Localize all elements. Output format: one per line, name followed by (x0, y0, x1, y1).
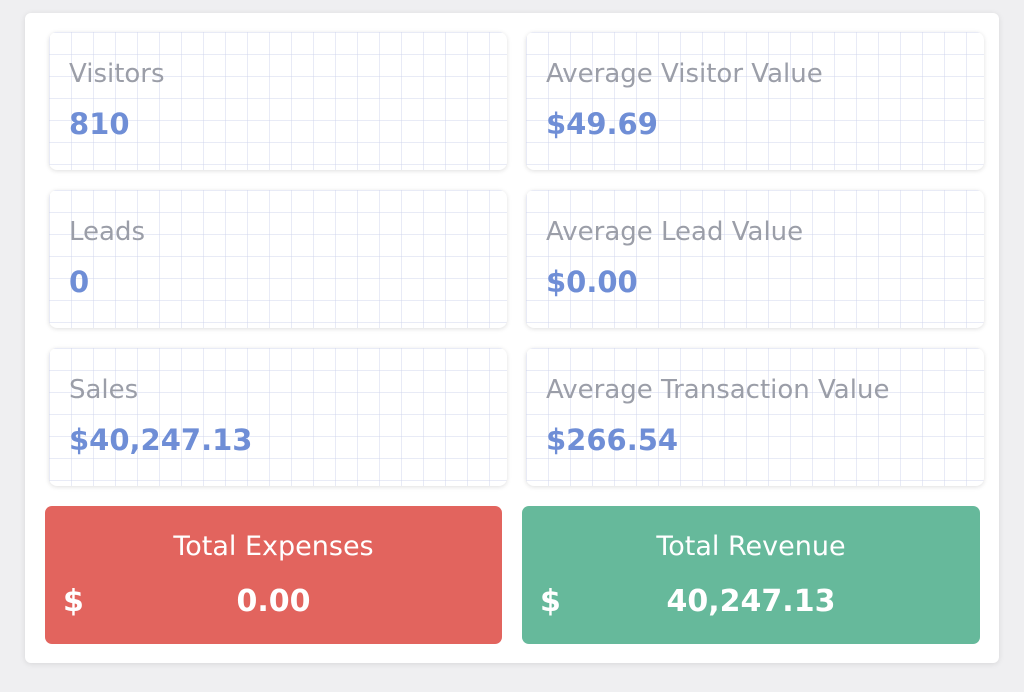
sales-label: Sales (69, 375, 139, 405)
average-lead-value-card: Average Lead Value $0.00 (526, 190, 984, 328)
average-transaction-value-value: $266.54 (546, 423, 679, 457)
average-visitor-value-label: Average Visitor Value (546, 59, 823, 89)
visitors-label: Visitors (69, 59, 165, 89)
visitors-value: 810 (69, 107, 130, 141)
leads-card: Leads 0 (49, 190, 507, 328)
leads-label: Leads (69, 217, 146, 247)
leads-value: 0 (69, 265, 90, 299)
total-revenue-card: Total Revenue $ 40,247.13 (522, 506, 980, 644)
total-expenses-card: Total Expenses $ 0.00 (45, 506, 502, 644)
metrics-grid: Visitors 810 Average Visitor Value $49.6… (49, 32, 984, 486)
totals-row: Total Expenses $ 0.00 Total Revenue $ 40… (45, 506, 980, 644)
sales-card: Sales $40,247.13 (49, 348, 507, 486)
total-expenses-value: 0.00 (236, 584, 311, 619)
total-expenses-currency: $ (63, 584, 84, 619)
average-visitor-value-value: $49.69 (546, 107, 658, 141)
average-transaction-value-card: Average Transaction Value $266.54 (526, 348, 984, 486)
average-lead-value-label: Average Lead Value (546, 217, 804, 247)
total-revenue-currency: $ (540, 584, 561, 619)
total-revenue-label: Total Revenue (656, 531, 846, 562)
total-revenue-value: 40,247.13 (666, 584, 836, 619)
sales-value: $40,247.13 (69, 423, 253, 457)
visitors-card: Visitors 810 (49, 32, 507, 170)
average-transaction-value-label: Average Transaction Value (546, 375, 890, 405)
total-expenses-label: Total Expenses (173, 531, 374, 562)
metrics-panel: Visitors 810 Average Visitor Value $49.6… (25, 13, 999, 663)
average-visitor-value-card: Average Visitor Value $49.69 (526, 32, 984, 170)
average-lead-value-value: $0.00 (546, 265, 638, 299)
